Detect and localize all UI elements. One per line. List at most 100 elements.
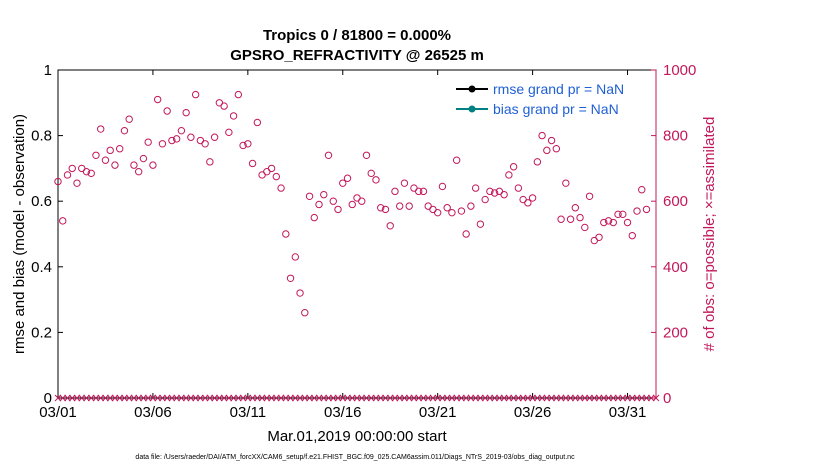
assimilated-obs-point (372, 394, 380, 402)
assimilated-obs-point (638, 394, 646, 402)
possible-obs-point (524, 199, 532, 207)
y-axis-right-label: # of obs: o=possible; ×=assimilated (701, 117, 718, 352)
assimilated-obs-point (334, 394, 342, 402)
possible-obs-point (320, 190, 328, 199)
possible-obs-point (476, 220, 485, 228)
possible-obs-point (68, 164, 76, 173)
assimilated-obs-point (391, 394, 399, 402)
possible-obs-point (134, 167, 143, 176)
assimilated-obs-point (443, 394, 451, 402)
x-tick-label: 03/31 (609, 404, 647, 421)
possible-obs-series (54, 90, 651, 317)
assimilated-obs-point (106, 394, 114, 402)
possible-obs-point (92, 151, 100, 159)
possible-obs-point (552, 145, 561, 153)
assimilated-obs-point (605, 394, 612, 402)
possible-obs-point (63, 171, 72, 179)
possible-obs-point (486, 187, 494, 196)
assimilated-obs-point (344, 394, 351, 402)
chart-title: Tropics 0 / 81800 = 0.000% GPSRO_REFRACT… (230, 27, 484, 64)
y-right-tick-label: 0 (663, 390, 671, 407)
possible-obs-point (82, 167, 91, 176)
possible-obs-point (405, 202, 413, 210)
assimilated-obs-point (581, 394, 589, 402)
assimilated-obs-point (168, 394, 176, 402)
y-left-tick-label: 0.2 (31, 324, 52, 341)
assimilated-obs-point (216, 394, 223, 402)
possible-obs-point (115, 145, 124, 153)
possible-obs-point (291, 253, 300, 261)
assimilated-obs-point (486, 394, 494, 402)
assimilated-obs-point (562, 394, 570, 402)
possible-obs-point (315, 200, 323, 209)
assimilated-obs-point (135, 394, 143, 402)
assimilated-obs-point (552, 394, 560, 402)
possible-obs-point (253, 118, 262, 127)
assimilated-obs-point (244, 394, 252, 402)
possible-obs-point (201, 140, 209, 148)
y-left-tick-label: 1 (44, 62, 52, 79)
possible-obs-point (386, 222, 394, 230)
assimilated-obs-point (59, 394, 67, 402)
assimilated-obs-point (600, 394, 608, 402)
assimilated-obs-point (178, 394, 185, 402)
possible-obs-point (125, 115, 133, 123)
possible-obs-point (272, 172, 281, 181)
assimilated-obs-point (429, 394, 437, 402)
possible-obs-point (120, 126, 129, 135)
assimilated-obs-point (505, 394, 513, 402)
assimilated-obs-point (538, 394, 546, 402)
assimilated-obs-point (448, 394, 456, 402)
possible-obs-point (54, 177, 62, 186)
assimilated-obs-point (434, 394, 442, 402)
legend-bias-marker (468, 105, 476, 113)
y-right-tick-label: 1000 (663, 62, 696, 79)
possible-obs-point (381, 205, 390, 214)
possible-obs-point (225, 128, 233, 137)
possible-obs-point (571, 204, 580, 212)
possible-obs-point (348, 200, 356, 209)
possible-obs-point (509, 163, 518, 171)
chart-title-line-1: Tropics 0 / 81800 = 0.000% (263, 27, 451, 44)
possible-obs-point (619, 210, 627, 219)
assimilated-obs-point (121, 394, 128, 402)
assimilated-obs-point (567, 394, 574, 402)
possible-obs-point (59, 217, 67, 225)
assimilated-obs-series (54, 394, 660, 402)
assimilated-obs-point (533, 394, 541, 402)
assimilated-obs-point (320, 394, 328, 402)
assimilated-obs-point (149, 394, 157, 402)
assimilated-obs-point (111, 394, 119, 402)
assimilated-obs-point (220, 394, 228, 402)
possible-obs-point (310, 213, 318, 222)
x-tick-label: 03/11 (230, 404, 266, 421)
possible-obs-point (187, 133, 195, 141)
y-left-tick-label: 0.4 (31, 259, 52, 276)
possible-obs-point (130, 161, 138, 169)
assimilated-obs-point (306, 394, 313, 402)
assimilated-obs-point (68, 394, 76, 402)
x-tick-label: 03/06 (134, 404, 172, 421)
assimilated-obs-point (472, 394, 480, 402)
assimilated-obs-point (140, 394, 147, 402)
possible-obs-point (581, 223, 589, 232)
possible-obs-point (585, 192, 594, 200)
assimilated-obs-point (282, 394, 290, 402)
possible-obs-point (467, 202, 475, 210)
assimilated-obs-point (277, 394, 285, 402)
possible-obs-point (576, 213, 584, 222)
possible-obs-point (334, 205, 342, 214)
chart-title-line-2: GPSRO_REFRACTIVITY @ 26525 m (230, 47, 484, 64)
legend-rmse-marker (468, 85, 476, 93)
possible-obs-point (301, 309, 309, 317)
possible-obs-point (566, 215, 575, 223)
assimilated-obs-point (548, 394, 555, 402)
possible-obs-point (377, 204, 385, 212)
possible-obs-point (533, 158, 542, 166)
y-axis-left: 0 0.2 0.4 0.6 0.8 1 (31, 62, 63, 407)
assimilated-obs-point (609, 394, 617, 402)
possible-obs-point (528, 194, 537, 202)
assimilated-obs-point (192, 394, 199, 402)
assimilated-obs-point (363, 394, 370, 402)
x-axis: 03/01 03/06 03/11 03/16 03/21 03/26 03/31 (39, 70, 646, 421)
